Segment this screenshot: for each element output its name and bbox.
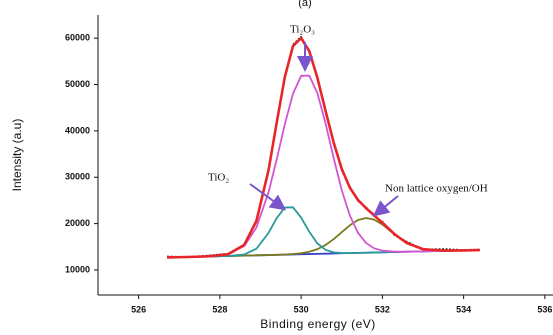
y-tick-label: 10000 (65, 264, 90, 274)
annotation: Non lattice oxygen/OH (385, 183, 488, 195)
y-tick-label: 20000 (65, 218, 90, 228)
y-tick-label: 40000 (65, 125, 90, 135)
x-axis-label: Binding energy (eV) (260, 317, 376, 331)
line-series (167, 36, 480, 259)
arrow (249, 183, 287, 211)
x-tick-label: 526 (131, 304, 146, 314)
annotation: TiO₂ (208, 172, 229, 184)
arrow (372, 195, 399, 217)
y-tick-label: 60000 (65, 33, 90, 43)
x-tick-label: 534 (456, 304, 471, 314)
x-tick-label: 536 (537, 304, 552, 314)
x-tick-label: 530 (294, 304, 309, 314)
y-tick-label: 50000 (65, 79, 90, 89)
y-tick-label: 30000 (65, 172, 90, 182)
y-axis-label: Intensity (a.u) (10, 119, 24, 192)
chart-title: (a) (298, 0, 311, 9)
annotation: Ti₂O₃ (290, 24, 315, 36)
x-tick-label: 532 (375, 304, 390, 314)
plot-area (167, 35, 480, 259)
line-series (167, 74, 480, 259)
line-series (167, 35, 480, 259)
x-tick-label: 528 (212, 304, 227, 314)
